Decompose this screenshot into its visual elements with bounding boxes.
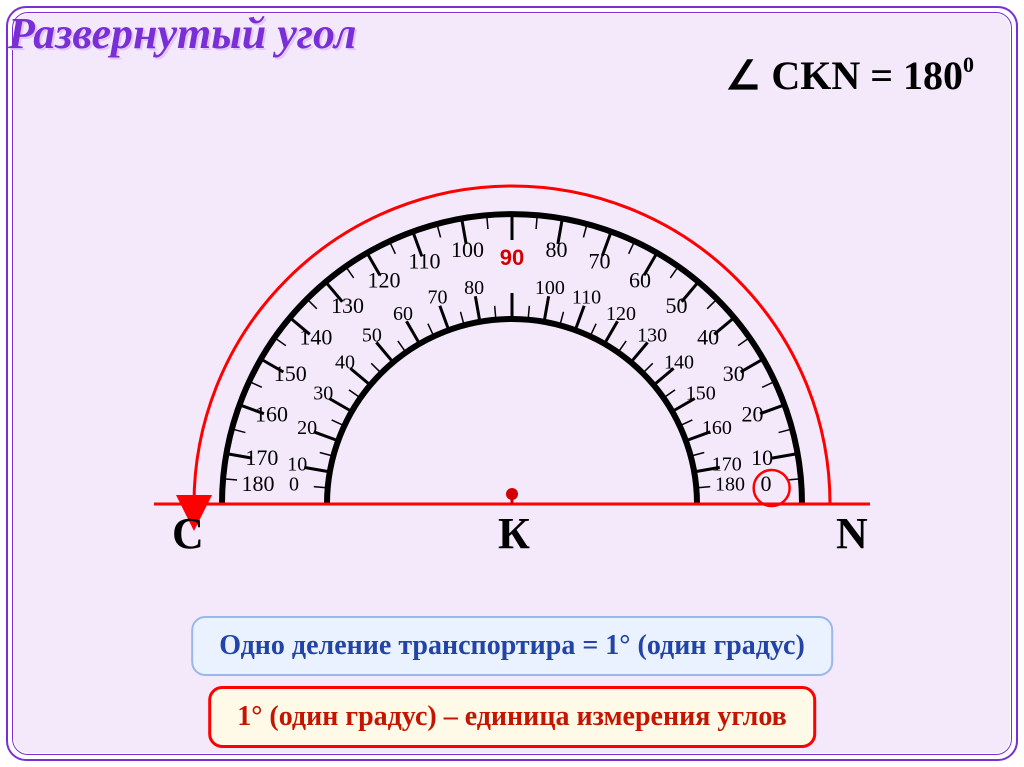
outer-scale-label: 30 xyxy=(723,361,745,386)
inner-scale-label: 30 xyxy=(313,383,333,405)
caption-division: Одно деление транспортира = 1° (один гра… xyxy=(191,616,833,676)
outer-scale-label: 70 xyxy=(589,248,611,273)
angle-formula: ∠ CKN = 1800 xyxy=(725,52,974,99)
inner-scale-label: 50 xyxy=(362,325,382,347)
angle-name: CKN xyxy=(771,53,860,98)
outer-tick xyxy=(307,299,317,309)
outer-scale-label: 140 xyxy=(299,324,332,349)
point-label-c: С xyxy=(172,509,204,558)
angle-degree-sup: 0 xyxy=(963,52,974,77)
protractor-inner-ring xyxy=(327,319,697,504)
center-pin xyxy=(506,488,518,500)
point-label-k: К xyxy=(498,509,530,558)
inner-tick xyxy=(371,363,381,373)
stage: Развернутый угол ∠ CKN = 1800 1801701601… xyxy=(0,0,1024,767)
inner-scale-label: 110 xyxy=(572,287,601,309)
outer-tick xyxy=(274,338,285,346)
inner-scale-label: 120 xyxy=(606,303,636,325)
point-label-n: N xyxy=(836,509,868,558)
inner-scale-label: 80 xyxy=(464,277,484,299)
angle-symbol: ∠ xyxy=(725,53,761,98)
inner-scale-label: 10 xyxy=(287,454,307,476)
slide-background: Развернутый угол ∠ CKN = 1800 1801701601… xyxy=(14,14,1010,753)
outer-tick xyxy=(772,454,798,459)
inner-scale-label: 0 xyxy=(289,474,299,496)
outer-scale-label: 20 xyxy=(742,401,764,426)
inner-tick xyxy=(618,341,626,352)
inner-tick xyxy=(575,306,584,330)
outer-tick xyxy=(760,405,784,414)
outer-tick xyxy=(738,338,749,346)
outer-scale-label: 50 xyxy=(666,293,688,318)
inner-scale-label: 140 xyxy=(664,351,694,373)
outer-scale-label: 180 xyxy=(242,471,275,496)
outer-scale-label: 0 xyxy=(761,471,772,496)
outer-scale-label: 110 xyxy=(408,248,440,273)
inner-scale-label: 130 xyxy=(637,325,667,347)
caption-unit: 1° (один градус) – единица измерения угл… xyxy=(208,686,816,748)
outer-scale-label: 100 xyxy=(451,237,484,262)
inner-tick xyxy=(440,306,449,330)
inner-scale-label: 160 xyxy=(702,417,732,439)
outer-tick xyxy=(346,266,354,277)
outer-scale-label: 40 xyxy=(697,324,719,349)
inner-scale-label: 60 xyxy=(393,303,413,325)
inner-tick xyxy=(475,296,480,322)
inner-scale-label: 170 xyxy=(712,454,742,476)
inner-tick xyxy=(314,432,338,441)
outer-scale-label: 10 xyxy=(751,445,773,470)
angle-value: 180 xyxy=(903,53,963,98)
outer-scale-label: 120 xyxy=(368,267,401,292)
zero-highlight-circle xyxy=(754,470,790,506)
page-title: Развернутый угол xyxy=(8,8,356,59)
inner-tick xyxy=(643,363,653,373)
outer-scale-label: 170 xyxy=(245,445,278,470)
ninety-label: 90 xyxy=(500,245,524,270)
outer-scale-label: 160 xyxy=(255,401,288,426)
outer-scale-label: 60 xyxy=(629,267,651,292)
inner-scale-label: 150 xyxy=(686,383,716,405)
inner-tick xyxy=(398,341,406,352)
outer-tick xyxy=(670,266,678,277)
outer-scale-label: 130 xyxy=(331,293,364,318)
protractor-diagram: 1801701601501401301201101008070605040302… xyxy=(142,109,882,589)
outer-tick xyxy=(707,299,717,309)
inner-tick xyxy=(544,296,549,322)
inner-scale-label: 40 xyxy=(335,351,355,373)
outer-scale-label: 80 xyxy=(545,237,567,262)
inner-scale-label: 20 xyxy=(297,417,317,439)
inner-scale-label: 70 xyxy=(427,287,447,309)
inner-scale-label: 180 xyxy=(715,474,745,496)
outer-scale-label: 150 xyxy=(274,361,307,386)
inner-tick xyxy=(349,390,360,398)
inner-tick xyxy=(664,390,675,398)
inner-tick xyxy=(304,467,330,472)
inner-scale-label: 100 xyxy=(535,277,565,299)
